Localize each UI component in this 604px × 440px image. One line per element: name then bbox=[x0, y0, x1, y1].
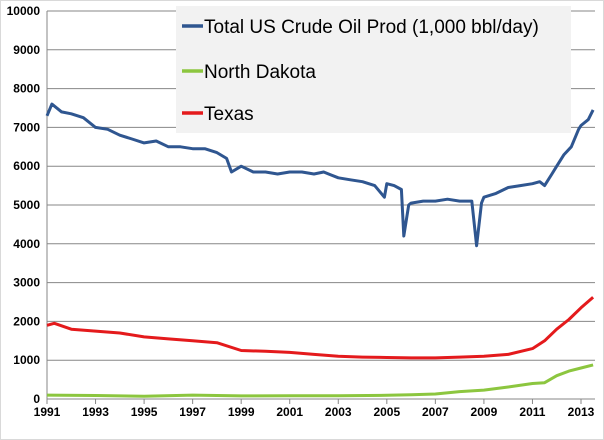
legend bbox=[176, 6, 571, 133]
x-tick-label: 1995 bbox=[131, 405, 158, 419]
y-tick-label: 1000 bbox=[13, 353, 40, 367]
y-tick-label: 5000 bbox=[13, 198, 40, 212]
x-tick-label: 2005 bbox=[373, 405, 400, 419]
y-tick-label: 3000 bbox=[13, 276, 40, 290]
legend-label: North Dakota bbox=[204, 62, 316, 83]
x-tick-label: 2009 bbox=[471, 405, 498, 419]
y-tick-label: 4000 bbox=[13, 237, 40, 251]
legend-label: Total US Crude Oil Prod (1,000 bbl/day) bbox=[204, 17, 539, 38]
x-tick-label: 1999 bbox=[228, 405, 255, 419]
y-tick-label: 7000 bbox=[13, 120, 40, 134]
x-tick-label: 2007 bbox=[422, 405, 449, 419]
x-tick-label: 2001 bbox=[276, 405, 303, 419]
y-tick-label: 6000 bbox=[13, 159, 40, 173]
x-tick-label: 2011 bbox=[519, 405, 545, 419]
y-tick-label: 10000 bbox=[7, 4, 41, 18]
y-tick-label: 2000 bbox=[13, 314, 40, 328]
y-tick-label: 8000 bbox=[13, 82, 40, 96]
series-line-1 bbox=[46, 363, 594, 398]
y-tick-label: 0 bbox=[33, 392, 40, 406]
x-tick-label: 2003 bbox=[325, 405, 352, 419]
legend-label: Texas bbox=[204, 104, 254, 125]
y-tick-label: 9000 bbox=[13, 43, 40, 57]
x-tick-label: 1991 bbox=[34, 405, 61, 419]
x-tick-label: 2013 bbox=[568, 405, 595, 419]
series-line-2 bbox=[46, 296, 595, 360]
x-tick-label: 1993 bbox=[82, 405, 109, 419]
series-line-0 bbox=[45, 102, 595, 248]
x-tick-label: 1997 bbox=[179, 405, 206, 419]
